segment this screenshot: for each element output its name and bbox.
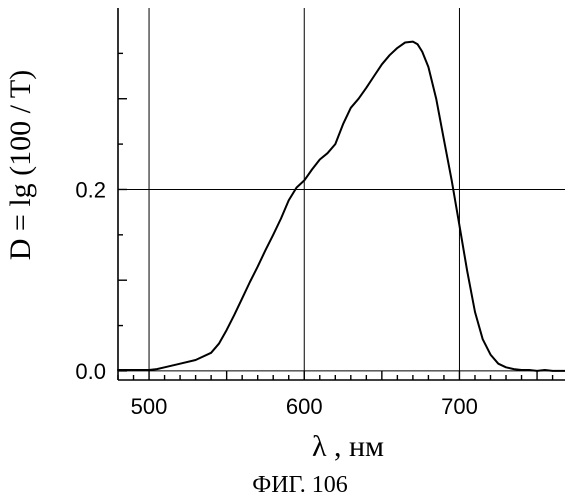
x-tick-label: 600 <box>286 394 323 419</box>
x-tick-label: 500 <box>131 394 168 419</box>
x-axis-label: λ , нм <box>312 430 384 463</box>
tick-labels: 500 600 700 0.0 0.2 <box>75 177 477 419</box>
series-layer <box>118 42 565 371</box>
series-line-0 <box>118 42 565 371</box>
y-tick-label: 0.2 <box>75 177 106 202</box>
y-axis-label: D = lg (100 / T) <box>4 70 37 261</box>
y-tick-label: 0.0 <box>75 359 106 384</box>
x-tick-label: 700 <box>441 394 478 419</box>
axes <box>118 8 565 380</box>
figure-caption: ФИГ. 106 <box>252 472 347 498</box>
grid-lines <box>118 8 565 380</box>
tick-marks <box>118 53 553 380</box>
